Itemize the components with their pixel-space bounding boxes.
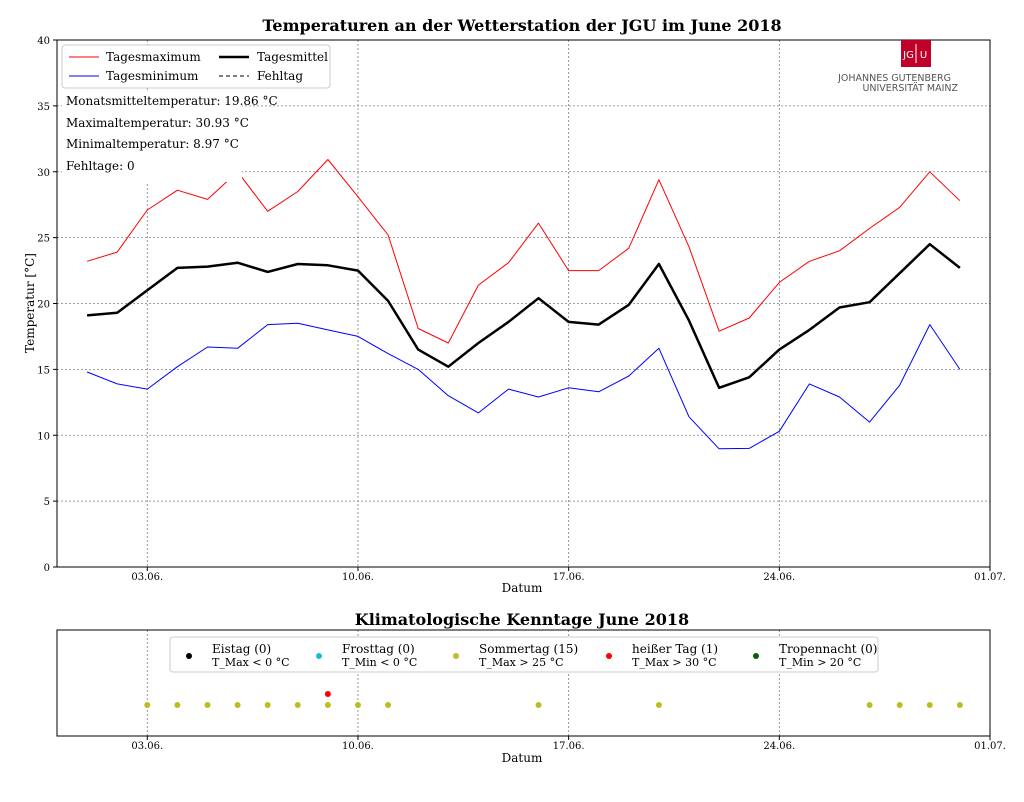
- stats-box-background: [62, 90, 242, 182]
- x-tick-label: 17.06.: [553, 741, 585, 752]
- legend-label: Eistag (0): [212, 642, 271, 656]
- legend-label: Frosttag (0): [342, 642, 415, 656]
- temperature-chart-title: Temperaturen an der Wetterstation der JG…: [262, 16, 781, 35]
- stat-min-temp: Minimaltemperatur: 8.97 °C: [66, 137, 239, 151]
- y-tick-label: 20: [37, 300, 50, 311]
- legend-label: Sommertag (15): [479, 642, 578, 656]
- x-tick-label: 01.07.: [974, 572, 1006, 583]
- jgu-logo-line1: JOHANNES GUTENBERG: [837, 73, 951, 84]
- x-tick-label: 03.06.: [131, 741, 163, 752]
- legend-label-min: Tagesminimum: [106, 69, 199, 83]
- stat-monthly-mean: Monatsmitteltemperatur: 19.86 °C: [66, 94, 278, 108]
- x-tick-label: 24.06.: [763, 572, 795, 583]
- y-tick-label: 0: [44, 563, 50, 574]
- summer-day-point: [264, 702, 271, 708]
- x-tick-label: 03.06.: [131, 572, 163, 583]
- kenntage-x-axis-label: Datum: [502, 751, 543, 765]
- summer-day-point: [535, 702, 542, 708]
- stat-max-temp: Maximaltemperatur: 30.93 °C: [66, 116, 249, 130]
- summer-day-point: [324, 702, 331, 708]
- kenntage-plot-frame: [56, 629, 991, 737]
- summer-day-point: [655, 702, 662, 708]
- y-tick-label: 10: [37, 431, 50, 442]
- kenntage-chart-title: Klimatologische Kenntage June 2018: [355, 610, 689, 629]
- kenntage-points: [144, 691, 963, 708]
- y-tick-label: 15: [37, 365, 50, 376]
- kenntage-axes: 03.06. 10.06. 17.06. 24.06. 01.07.: [131, 736, 1006, 752]
- legend-marker: [753, 653, 759, 659]
- legend-condition: T_Max > 30 °C: [632, 656, 716, 669]
- legend-condition: T_Max < 0 °C: [212, 656, 289, 669]
- y-tick-label: 25: [37, 234, 50, 245]
- temperature-legend: Tagesmaximum Tagesminimum Tagesmittel Fe…: [61, 44, 331, 89]
- temperature-series: [86, 159, 961, 450]
- stats-box: Monatsmitteltemperatur: 19.86 °C Maximal…: [62, 90, 278, 182]
- y-tick-label: 40: [37, 36, 50, 47]
- stat-missing-days: Fehltage: 0: [66, 159, 135, 173]
- temperature-y-axis-label: Temperatur [°C]: [23, 253, 37, 353]
- summer-day-point: [294, 702, 301, 708]
- summer-day-point: [385, 702, 392, 708]
- legend-label-missing: Fehltag: [257, 69, 303, 83]
- temperature-x-axis-label: Datum: [502, 581, 543, 595]
- legend-condition: T_Max > 25 °C: [479, 656, 563, 669]
- x-tick-label: 10.06.: [342, 572, 374, 583]
- summer-day-point: [354, 702, 361, 708]
- kenntage-legend-box: [169, 636, 879, 673]
- legend-label: Tropennacht (0): [779, 642, 877, 656]
- summer-day-point: [866, 702, 873, 708]
- x-tick-label: 17.06.: [553, 572, 585, 583]
- jgu-logo-line2: UNIVERSITÄT MAINZ: [862, 83, 958, 94]
- jgu-logo: JG U JOHANNES GUTENBERG UNIVERSITÄT MAIN…: [837, 40, 958, 94]
- series-line-mean: [86, 242, 961, 390]
- summer-day-point: [926, 702, 933, 708]
- legend-label: heißer Tag (1): [632, 642, 718, 656]
- temperature-grid: [57, 40, 990, 567]
- x-tick-label: 10.06.: [342, 741, 374, 752]
- summer-day-point: [144, 702, 151, 708]
- y-tick-label: 35: [37, 102, 50, 113]
- jgu-logo-mark-left: JG: [902, 50, 914, 61]
- summer-day-point: [234, 702, 241, 708]
- temperature-axes: 0 5 10 15 20 25 30 35 40 03.06. 10.06. 17.06. 24.06.…: [37, 36, 1006, 583]
- series-line-min: [86, 322, 961, 450]
- legend-marker: [316, 653, 322, 659]
- legend-label-max: Tagesmaximum: [106, 50, 201, 64]
- legend-condition: T_Min < 0 °C: [342, 656, 417, 669]
- summer-day-point: [174, 702, 181, 708]
- legend-condition: T_Min > 20 °C: [779, 656, 861, 669]
- y-tick-label: 30: [37, 168, 50, 179]
- x-tick-label: 01.07.: [974, 741, 1006, 752]
- legend-marker: [453, 653, 459, 659]
- legend-box: [61, 44, 331, 89]
- y-tick-label: 5: [44, 497, 50, 508]
- hot-day-point: [324, 691, 331, 697]
- legend-marker: [186, 653, 192, 659]
- x-tick-label: 24.06.: [763, 741, 795, 752]
- summer-day-point: [204, 702, 211, 708]
- summer-day-point: [896, 702, 903, 708]
- legend-marker: [606, 653, 612, 659]
- jgu-logo-mark-right: U: [920, 50, 927, 61]
- legend-label-mean: Tagesmittel: [257, 50, 328, 64]
- summer-day-point: [956, 702, 963, 708]
